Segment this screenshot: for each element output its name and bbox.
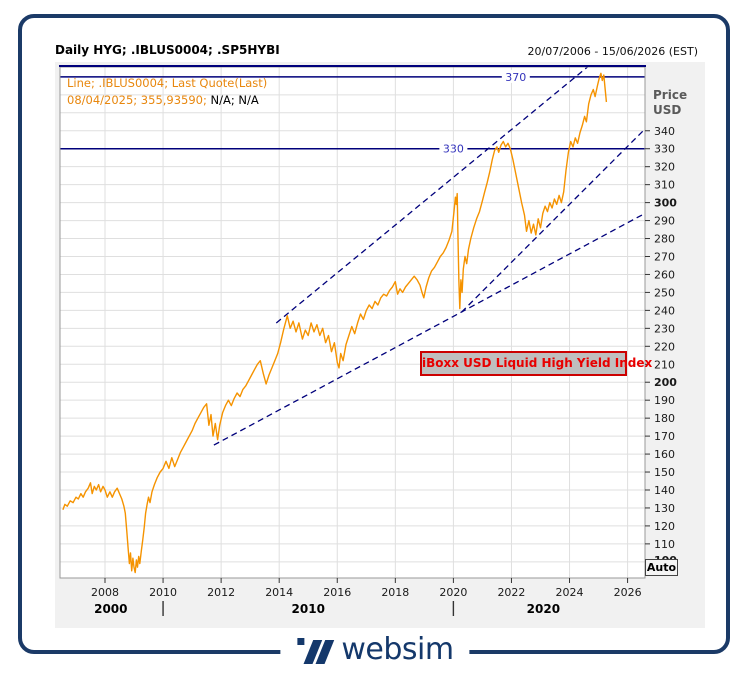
year-tick-2026: 2026 xyxy=(614,586,642,599)
price-series-line xyxy=(62,72,608,574)
websim-wordmark: websim xyxy=(341,632,454,667)
decade-label-2010: 2010 xyxy=(292,602,325,616)
price-tick-120: 120 xyxy=(654,520,675,533)
trendline-covid-support xyxy=(461,128,646,313)
year-tick-2024: 2024 xyxy=(556,586,584,599)
year-tick-2012: 2012 xyxy=(207,586,235,599)
price-tick-110: 110 xyxy=(654,538,675,551)
year-axis: 2008 2010 2012 2014 2016 2018 2020 2022 2024 2026… xyxy=(91,578,642,616)
gridlines xyxy=(60,67,645,578)
level-label-330: 330 xyxy=(443,143,464,156)
trendlines xyxy=(213,66,646,446)
decade-label-2020: 2020 xyxy=(527,602,560,616)
series-legend: Line; .IBLUS0004; Last Quote(Last) 08/04… xyxy=(67,75,267,109)
price-axis: 110 120 130 140 150 160 170 180 190 200 210 220 230 2… xyxy=(645,125,677,567)
chart-title: Daily HYG; .IBLUS0004; .SP5HYBI xyxy=(55,43,280,57)
price-tick-230: 230 xyxy=(654,322,675,335)
year-tick-2022: 2022 xyxy=(497,586,525,599)
year-tick-2014: 2014 xyxy=(265,586,293,599)
price-tick-190: 190 xyxy=(654,394,675,407)
price-chart-plot-area[interactable]: 370 330 110 120 130 140 150 160 170 180 190 200 210 2… xyxy=(55,62,705,628)
price-axis-unit-label: Price USD xyxy=(653,88,687,118)
legend-quote-na: N/A; N/A xyxy=(210,93,259,107)
index-name-annotation: iBoxx USD Liquid High Yield Index xyxy=(420,351,652,376)
trendline-upper-resistance xyxy=(275,66,588,324)
price-tick-240: 240 xyxy=(654,304,675,317)
year-tick-2010: 2010 xyxy=(149,586,177,599)
auto-scale-button[interactable]: Auto xyxy=(645,559,678,576)
price-tick-340: 340 xyxy=(654,125,675,138)
price-tick-130: 130 xyxy=(654,502,675,515)
price-tick-260: 260 xyxy=(654,268,675,281)
price-tick-290: 290 xyxy=(654,215,675,228)
price-tick-210: 210 xyxy=(654,358,675,371)
price-tick-300: 300 xyxy=(654,197,677,210)
decade-label-2000: 2000 xyxy=(94,602,127,616)
price-axis-unit-line2: USD xyxy=(653,103,682,117)
price-tick-330: 330 xyxy=(654,143,675,156)
legend-series-line: Line; .IBLUS0004; Last Quote(Last) xyxy=(67,76,268,90)
trendline-lower-support xyxy=(213,212,646,446)
year-tick-2008: 2008 xyxy=(91,586,119,599)
price-tick-220: 220 xyxy=(654,340,675,353)
price-tick-150: 150 xyxy=(654,466,675,479)
price-tick-180: 180 xyxy=(654,412,675,425)
year-tick-2016: 2016 xyxy=(323,586,351,599)
level-label-370: 370 xyxy=(505,71,526,84)
legend-quote-line: 08/04/2025; 355,93590; N/A; N/A xyxy=(67,92,267,109)
price-tick-140: 140 xyxy=(654,484,675,497)
price-tick-200: 200 xyxy=(654,376,677,389)
price-tick-250: 250 xyxy=(654,286,675,299)
price-tick-160: 160 xyxy=(654,448,675,461)
price-tick-310: 310 xyxy=(654,179,675,192)
price-axis-unit-line1: Price xyxy=(653,88,688,102)
date-range: 20/07/2006 - 15/06/2026 (EST) xyxy=(527,45,699,58)
plot-background xyxy=(60,67,645,578)
year-tick-2018: 2018 xyxy=(381,586,409,599)
year-tick-2020: 2020 xyxy=(439,586,467,599)
legend-quote-value: 08/04/2025; 355,93590; xyxy=(67,93,207,107)
websim-logo: websim xyxy=(280,630,470,670)
websim-w-icon xyxy=(296,635,335,665)
price-tick-320: 320 xyxy=(654,161,675,174)
price-tick-170: 170 xyxy=(654,430,675,443)
horizontal-level-lines: 370 330 xyxy=(60,69,645,156)
price-tick-280: 280 xyxy=(654,233,675,246)
price-tick-270: 270 xyxy=(654,250,675,263)
